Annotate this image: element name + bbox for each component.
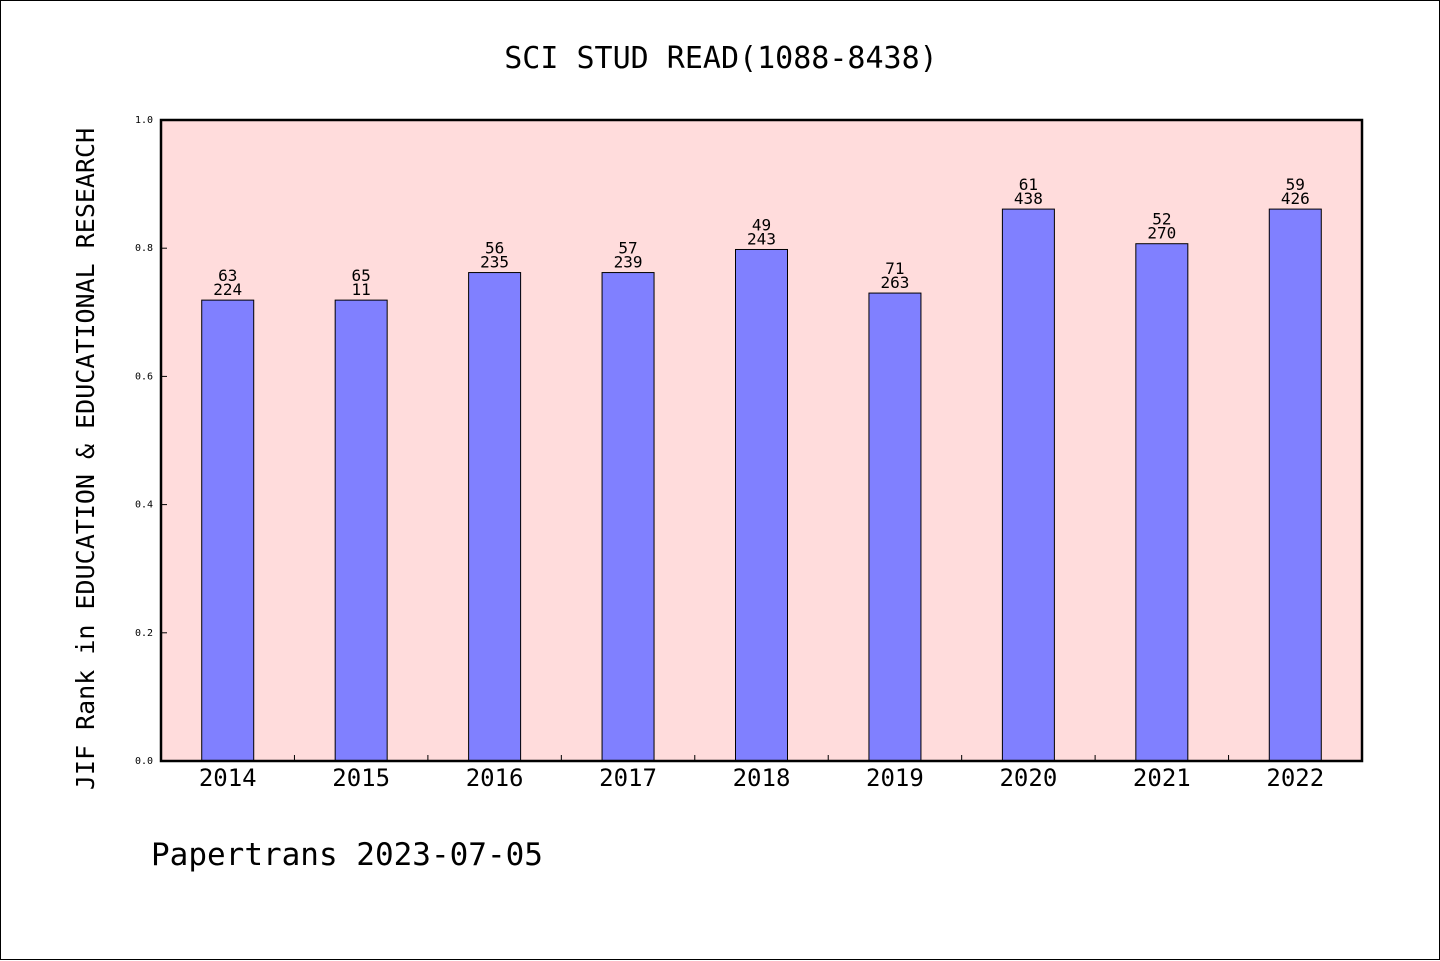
rank-label: 71 xyxy=(885,259,904,278)
y-tick-label: 0.4 xyxy=(135,500,153,511)
total-label: 235 xyxy=(480,253,509,272)
bar-2022 xyxy=(1268,208,1322,762)
bar-2018 xyxy=(735,248,788,762)
x-tick-label: 2014 xyxy=(199,764,257,792)
rank-label: 61 xyxy=(1019,175,1038,194)
rank-label: 52 xyxy=(1152,210,1171,229)
x-tick-label: 2017 xyxy=(599,764,657,792)
total-label: 263 xyxy=(880,273,909,292)
rank-label: 63 xyxy=(218,266,237,285)
rank-label: 59 xyxy=(1286,175,1305,194)
total-label: 224 xyxy=(213,280,242,299)
total-label: 239 xyxy=(614,253,643,272)
chart-title: SCI STUD READ(1088-8438) xyxy=(504,41,937,76)
total-label: 426 xyxy=(1281,189,1310,208)
x-tick-label: 2018 xyxy=(733,764,791,792)
bar-2019 xyxy=(868,292,922,762)
y-axis-label: JIF Rank in EDUCATION & EDUCATIONAL RESE… xyxy=(71,128,100,790)
y-tick-label: 0.8 xyxy=(135,243,153,254)
total-label: 11 xyxy=(352,280,371,299)
x-tick-label: 2021 xyxy=(1133,764,1191,792)
bar-2016 xyxy=(468,272,522,762)
total-label: 243 xyxy=(747,229,776,248)
x-tick-label: 2019 xyxy=(866,764,924,792)
bar-2015 xyxy=(334,299,388,762)
bar-2014 xyxy=(201,299,255,762)
x-tick-label: 2022 xyxy=(1266,764,1324,792)
total-label: 270 xyxy=(1147,224,1176,243)
x-tick-label: 2015 xyxy=(332,764,390,792)
bar-2020 xyxy=(1001,208,1055,762)
x-tick-label: 2020 xyxy=(999,764,1057,792)
y-tick-label: 0.2 xyxy=(135,628,153,639)
rank-label: 65 xyxy=(352,266,371,285)
footer-text: Papertrans 2023-07-05 xyxy=(151,837,543,873)
plot-border xyxy=(159,118,1364,763)
y-tick-label: 1.0 xyxy=(135,115,153,126)
y-tick-label: 0.6 xyxy=(135,371,153,382)
bar-2021 xyxy=(1135,243,1189,762)
x-tick-label: 2016 xyxy=(466,764,524,792)
total-label: 438 xyxy=(1014,189,1043,208)
bar-2017 xyxy=(601,272,655,762)
rank-label: 57 xyxy=(618,239,637,258)
y-tick-label: 0.0 xyxy=(135,756,153,767)
rank-label: 49 xyxy=(752,215,771,234)
rank-label: 56 xyxy=(485,239,504,258)
